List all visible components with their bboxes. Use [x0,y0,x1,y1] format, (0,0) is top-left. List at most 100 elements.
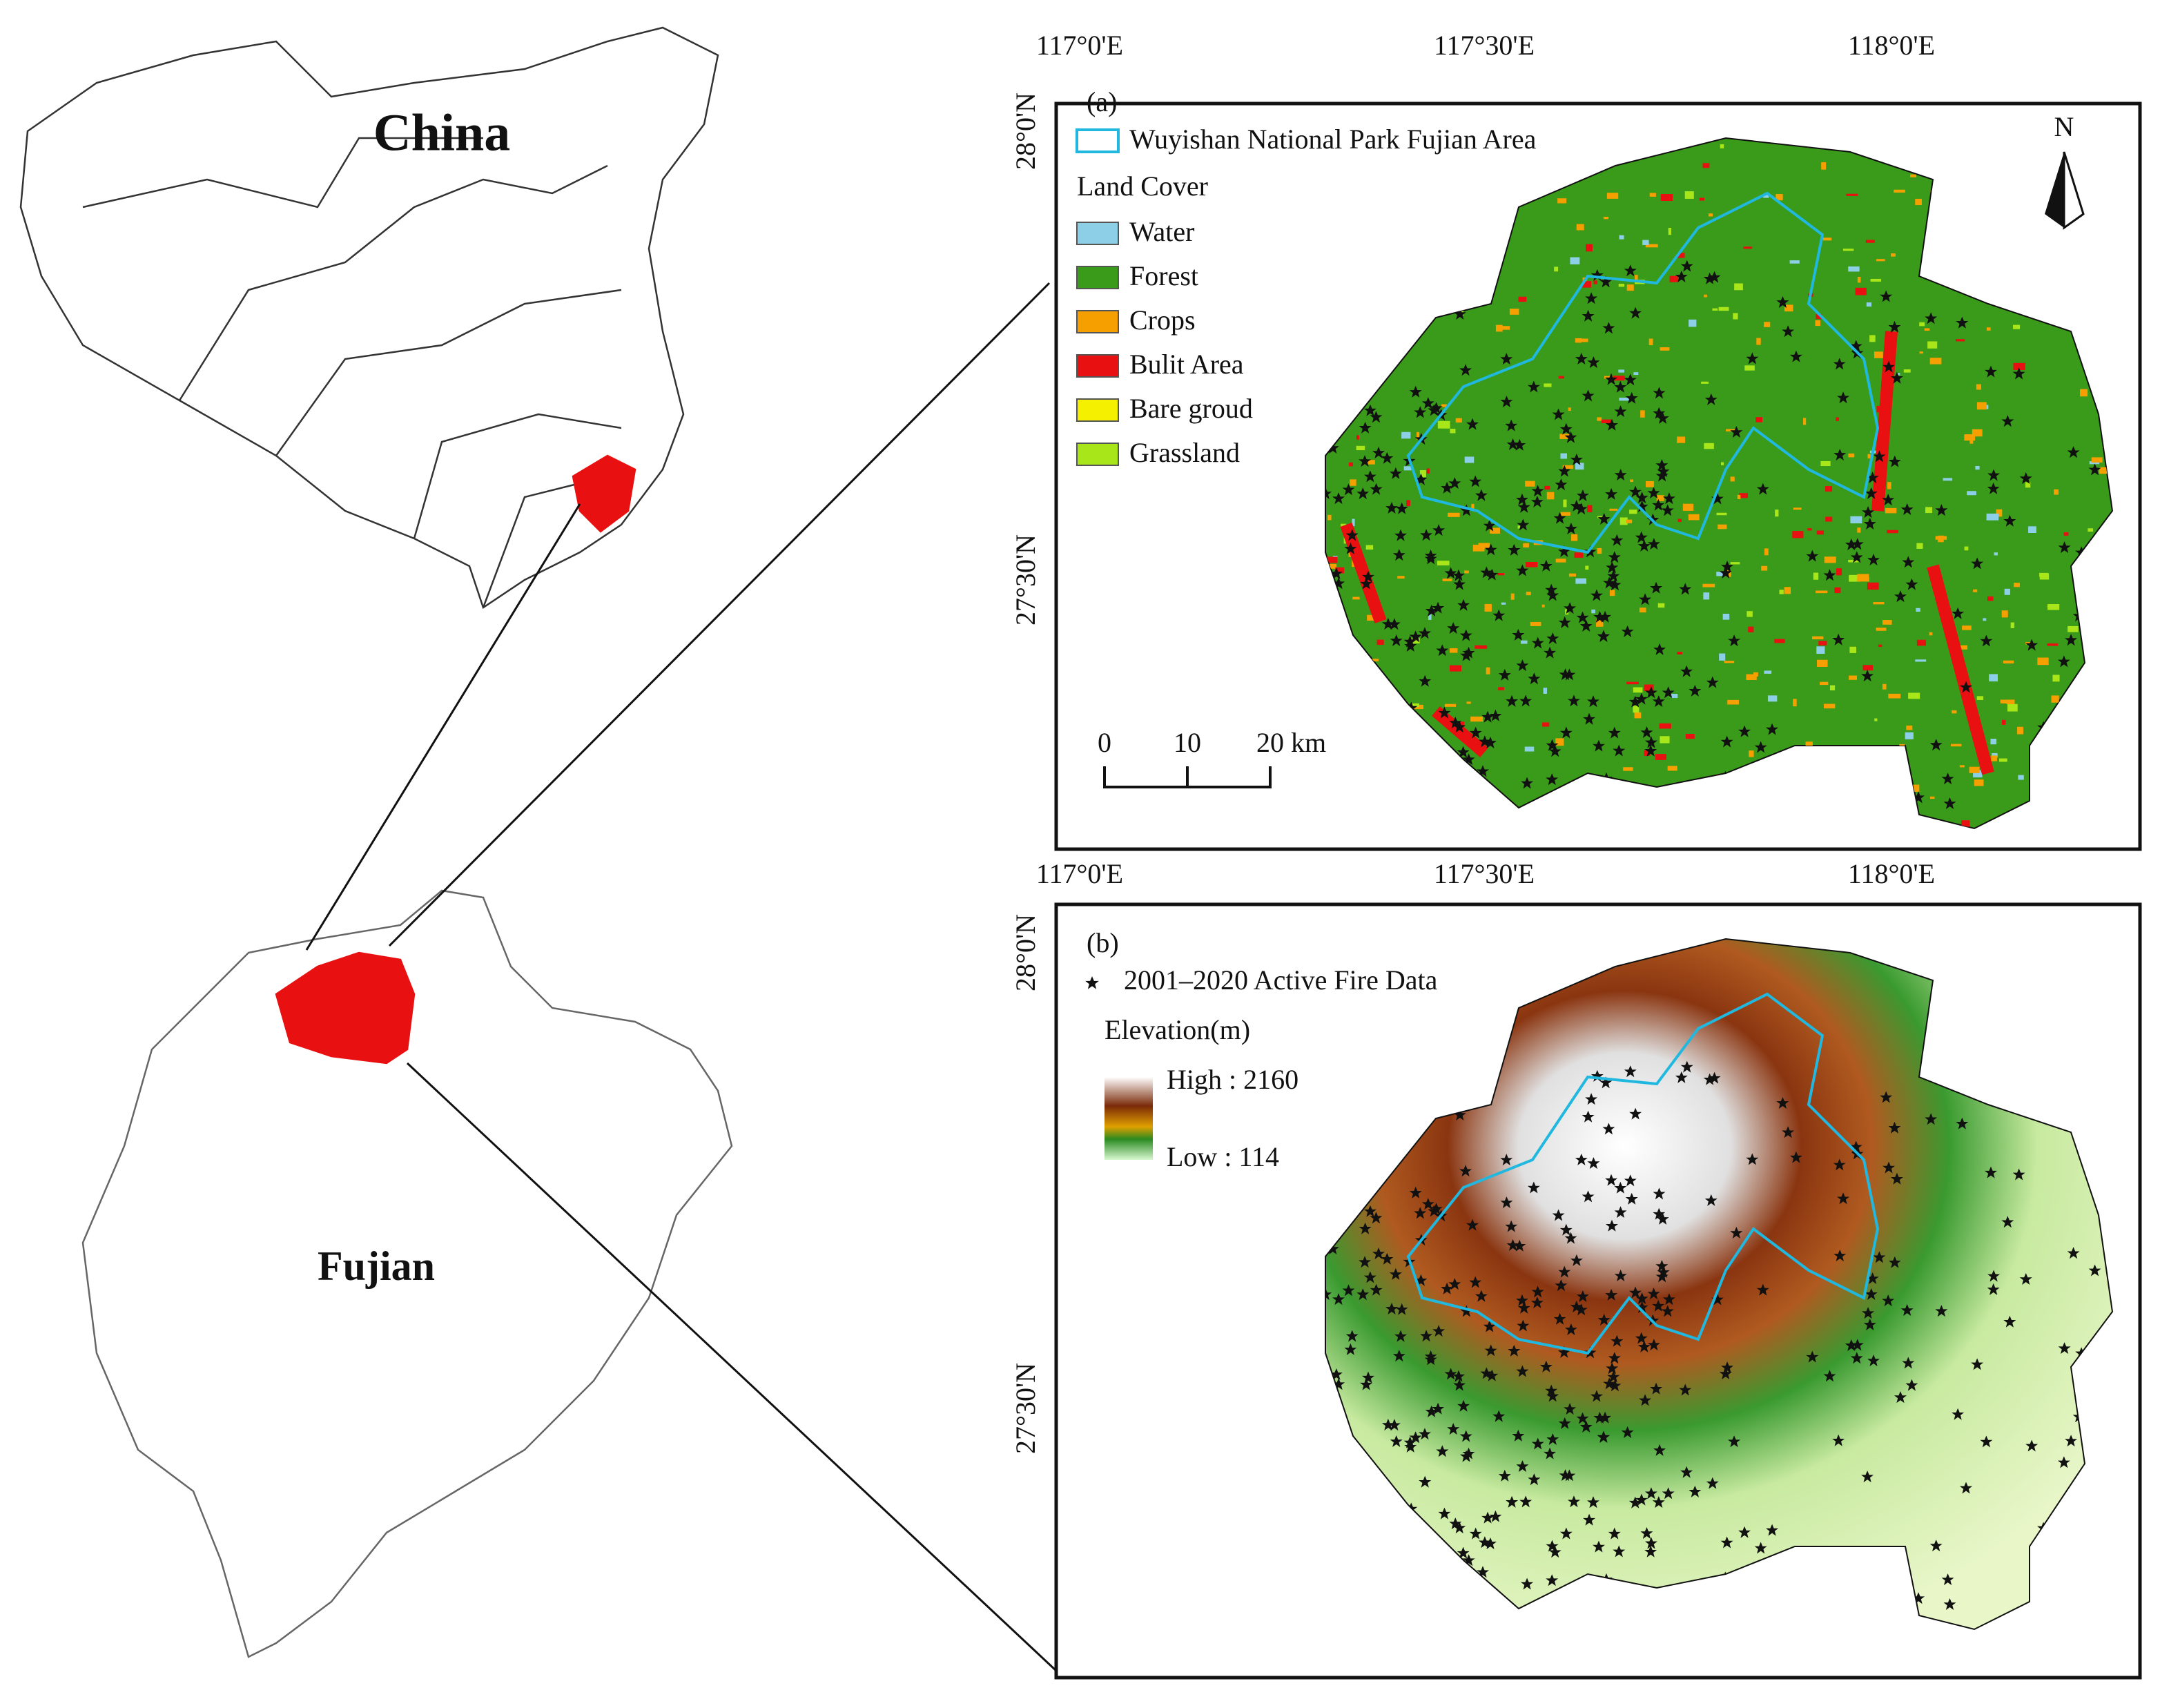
land-patch [1774,639,1785,643]
built-strip [1871,331,1898,512]
land-patch [1818,641,1827,646]
land-patch [1825,486,1833,492]
land-patch [1836,568,1842,576]
land-patch [1486,667,1490,675]
land-patch [1603,216,1609,220]
land-patch [1986,513,1999,521]
land-patch [1822,237,1832,241]
land-patch [1657,603,1665,608]
land-patch [1562,465,1573,469]
land-patch [1677,436,1686,443]
land-patch [1633,687,1643,693]
land-patch [1606,193,1619,199]
land-patch [1866,302,1872,307]
land-patch [2080,389,2088,397]
land-patch [1821,162,1827,170]
lat-tick: 28°0'N [1010,93,1041,170]
land-patch [1634,275,1638,282]
land-patch [1816,590,1828,594]
land-patch [1530,621,1541,626]
scale-bar [1103,766,1272,788]
land-patch [1716,572,1729,576]
land-patch [1575,463,1584,470]
land-patch [1626,519,1633,523]
land-patch [1703,592,1710,600]
land-patch [1807,528,1812,531]
fire-legend: 2001–2020 Active Fire Data [1124,964,1438,996]
land-patch [1897,373,1900,376]
land-patch [1850,516,1862,524]
land-patch [1730,562,1740,565]
land-patch [1756,338,1761,345]
land-patch [1466,701,1471,704]
lat-tick: 27°30'N [1010,1363,1041,1454]
land-patch [1819,681,1829,686]
land-patch [1626,284,1634,291]
land-patch [1816,646,1825,654]
north-arrow [2045,151,2085,230]
land-patch [1633,372,1639,375]
land-patch [1660,736,1670,744]
land-patch [1649,193,1656,197]
land-patch [1633,706,1640,713]
land-patch [1544,383,1552,387]
land-patch [1718,524,1727,530]
land-patch [1699,197,1705,201]
elevation-low: Low : 114 [1167,1141,1279,1172]
land-patch [1925,507,1933,514]
land-patch [2037,657,2049,666]
land-patch [1563,499,1567,507]
legend-swatch [1076,354,1119,378]
land-patch [1816,530,1824,535]
land-patch [1325,556,1338,563]
land-patch [1929,358,1942,365]
land-patch [1688,514,1700,521]
land-patch [1597,417,1602,421]
land-patch [1919,322,1925,327]
land-patch [1655,754,1666,760]
land-patch [1619,517,1628,525]
land-patch [1744,365,1755,371]
land-patch [1919,351,1923,354]
land-patch [1784,587,1791,594]
land-patch [1499,326,1510,330]
land-patch [1873,602,1885,605]
land-patch [1618,284,1625,287]
land-patch [1974,779,1984,786]
land-patch [1908,692,1920,699]
land-patch [1929,796,1935,799]
legend-label: Bare groud [1129,393,1253,424]
legend-title: Land Cover [1077,171,1208,202]
land-patch [1990,738,1997,745]
land-patch [1829,685,1836,690]
land-patch [1450,648,1458,653]
land-patch [1352,596,1360,600]
elevation-high: High : 2160 [1167,1064,1298,1095]
land-patch [1915,198,1922,206]
land-patch [1950,744,1962,747]
land-patch [1746,674,1757,680]
land-patch [1882,683,1887,690]
land-patch [1542,722,1550,727]
land-patch [2039,574,2050,580]
land-patch [1441,404,1447,407]
land-patch [1870,278,1881,282]
land-patch [2013,362,2025,370]
land-patch [1416,431,1420,440]
land-patch [1869,335,1876,342]
legend-swatch [1076,443,1119,466]
land-patch [1495,324,1503,332]
land-patch [1720,144,1724,148]
land-patch [1450,665,1461,672]
land-patch [1916,639,1926,646]
land-patch [1761,565,1768,571]
land-patch [2010,622,2015,628]
land-patch [1876,628,1887,631]
land-patch [1825,516,1833,522]
legend-label: Forest [1129,260,1198,291]
land-patch [1326,563,1337,569]
land-patch [1763,194,1769,198]
land-patch [1656,495,1664,501]
land-patch [1848,266,1860,272]
